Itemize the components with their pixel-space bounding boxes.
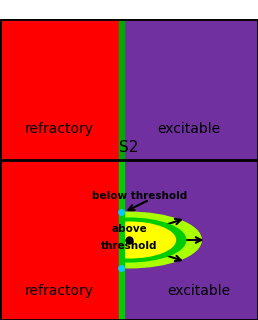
Text: S1: S1	[150, 0, 170, 1]
Text: refractory: refractory	[25, 284, 94, 298]
Text: refractory: refractory	[25, 122, 94, 136]
Text: above: above	[111, 224, 147, 234]
Text: threshold: threshold	[101, 241, 157, 252]
Text: excitable: excitable	[157, 122, 220, 136]
Ellipse shape	[83, 222, 175, 258]
Text: excitable: excitable	[167, 284, 230, 298]
Ellipse shape	[72, 218, 186, 262]
Ellipse shape	[57, 212, 201, 268]
Bar	[121, 19, 258, 160]
Text: below threshold: below threshold	[92, 191, 187, 201]
Text: S2: S2	[119, 140, 139, 155]
Bar	[0, 19, 121, 160]
Bar	[119, 160, 124, 320]
Bar	[0, 160, 121, 320]
Bar	[119, 19, 124, 160]
